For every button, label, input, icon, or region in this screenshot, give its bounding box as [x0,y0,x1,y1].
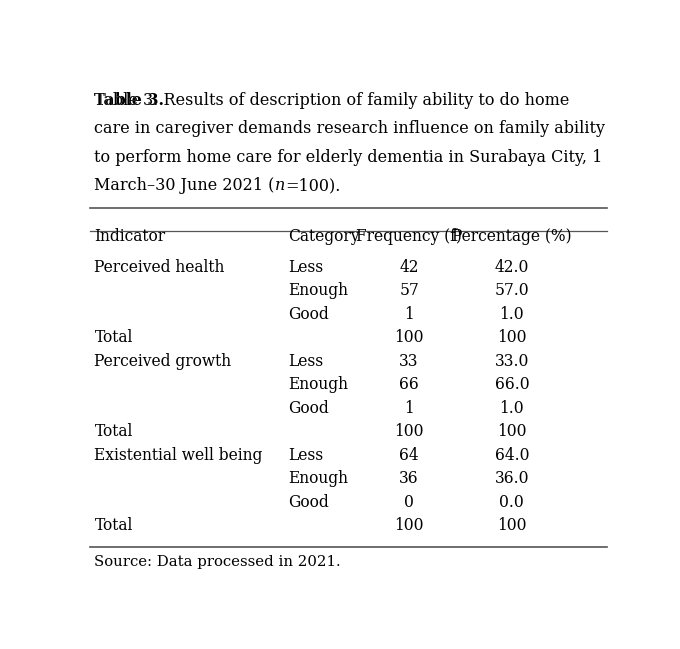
Text: Good: Good [288,306,328,323]
Text: =100).: =100). [285,177,341,194]
Text: 57: 57 [399,282,419,299]
Text: Indicator: Indicator [95,228,166,245]
Text: 42: 42 [399,259,419,276]
Text: 100: 100 [497,329,526,347]
Text: 64: 64 [399,447,419,463]
Text: 1.0: 1.0 [500,306,524,323]
Text: Table 3.: Table 3. [95,92,165,109]
Text: 100: 100 [497,423,526,440]
Text: Total: Total [95,329,133,347]
Text: Percentage (%): Percentage (%) [452,228,572,245]
Text: Table 3. Results of description of family ability to do home: Table 3. Results of description of famil… [95,92,570,109]
Text: Less: Less [288,259,323,276]
Text: 100: 100 [497,517,526,534]
Text: Total: Total [95,517,133,534]
Text: 33.0: 33.0 [494,353,529,370]
Text: Category: Category [288,228,360,245]
Text: 66.0: 66.0 [494,376,529,393]
Text: Enough: Enough [288,282,348,299]
Text: 100: 100 [394,517,424,534]
Text: Good: Good [288,494,328,511]
Text: to perform home care for elderly dementia in Surabaya City, 1: to perform home care for elderly dementi… [95,149,603,166]
Text: Frequency (f): Frequency (f) [356,228,462,245]
Text: 42.0: 42.0 [494,259,529,276]
Text: 36.0: 36.0 [494,470,529,487]
Text: Good: Good [288,400,328,417]
Text: Total: Total [95,423,133,440]
Text: March–30 June 2021 (: March–30 June 2021 ( [95,177,275,194]
Text: Perceived growth: Perceived growth [95,353,232,370]
Text: 1: 1 [404,306,414,323]
Text: Less: Less [288,353,323,370]
Text: Less: Less [288,447,323,463]
Text: Enough: Enough [288,376,348,393]
Text: Source: Data processed in 2021.: Source: Data processed in 2021. [95,555,341,569]
Text: Existential well being: Existential well being [95,447,263,463]
Text: 0: 0 [404,494,414,511]
Text: 57.0: 57.0 [494,282,529,299]
Text: 0.0: 0.0 [500,494,524,511]
Text: n: n [275,177,285,194]
Text: 1: 1 [404,400,414,417]
Text: care in caregiver demands research influence on family ability: care in caregiver demands research influ… [95,120,605,138]
Text: Perceived health: Perceived health [95,259,225,276]
Text: Enough: Enough [288,470,348,487]
Text: 100: 100 [394,423,424,440]
Text: 36: 36 [399,470,419,487]
Text: 66: 66 [399,376,419,393]
Text: 64.0: 64.0 [494,447,529,463]
Text: 100: 100 [394,329,424,347]
Text: 33: 33 [399,353,419,370]
Text: 1.0: 1.0 [500,400,524,417]
Text: Table 3. Results of description of family ability to do home: Table 3. Results of description of famil… [95,92,570,109]
